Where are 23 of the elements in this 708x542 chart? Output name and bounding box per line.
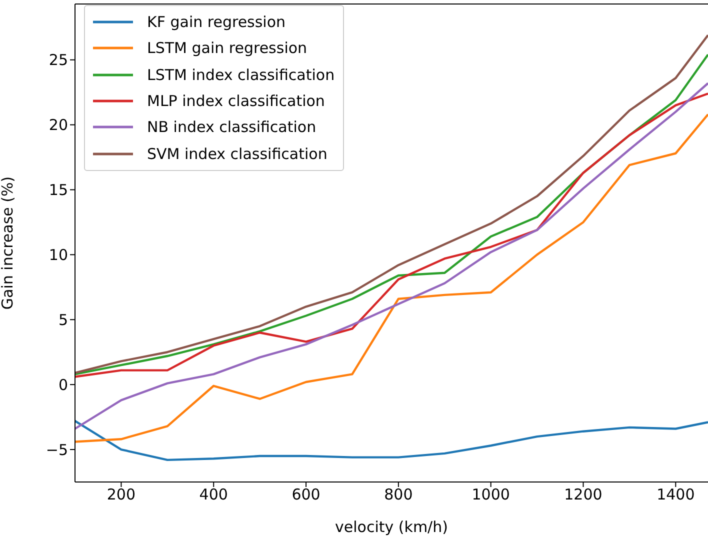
legend-label: KF gain regression <box>147 13 286 32</box>
x-tick-label: 1400 <box>656 486 695 504</box>
x-tick-label: 600 <box>292 486 320 504</box>
x-tick-label: 400 <box>199 486 228 504</box>
y-tick-label: 15 <box>48 181 68 200</box>
legend-label: MLP index classification <box>147 92 325 110</box>
legend-label: LSTM gain regression <box>147 39 308 58</box>
x-tick-label: 1000 <box>472 486 510 504</box>
y-tick-label: 5 <box>58 310 68 329</box>
y-axis-title: Gain increase (%) <box>0 176 16 310</box>
y-tick-label: 25 <box>48 51 68 70</box>
y-tick-label: 0 <box>58 376 68 394</box>
legend-label: NB index classification <box>147 118 316 136</box>
y-tick-label: 10 <box>48 246 68 264</box>
y-tick-label: −5 <box>46 440 68 459</box>
x-axis-title: velocity (km/h) <box>335 518 448 536</box>
line-series <box>75 420 708 462</box>
legend-label: LSTM index classification <box>147 66 335 84</box>
legend-label: SVM index classification <box>147 144 328 163</box>
x-tick-label: 800 <box>384 486 413 504</box>
x-tick-label: 200 <box>106 486 136 504</box>
x-tick-label: 1200 <box>564 486 602 504</box>
y-tick-label: 20 <box>48 116 68 134</box>
